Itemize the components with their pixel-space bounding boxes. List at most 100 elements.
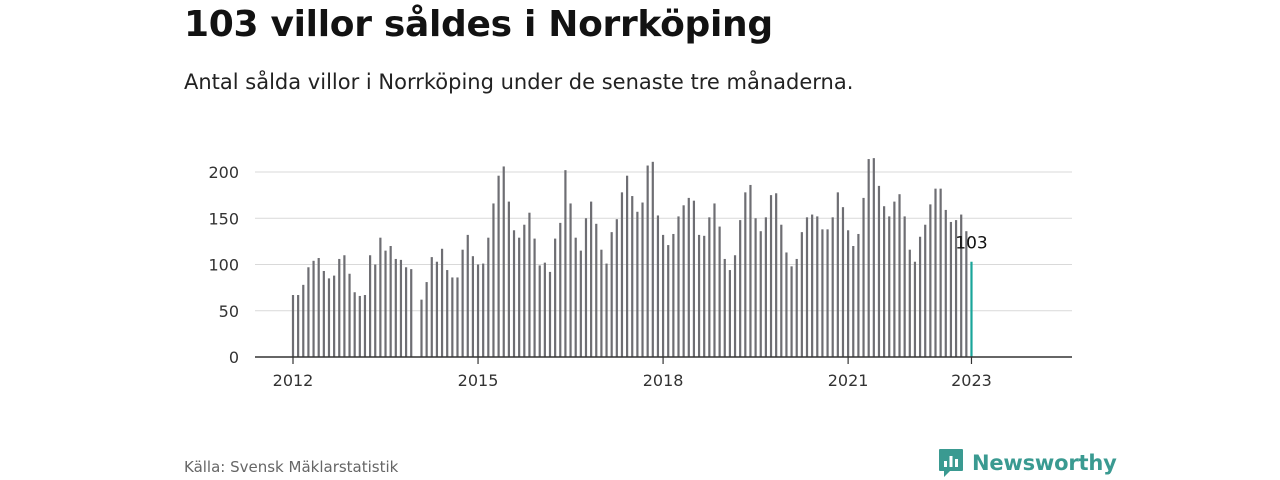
bar (883, 206, 886, 357)
bar (965, 231, 968, 357)
bar (903, 216, 906, 357)
bar (502, 166, 505, 357)
newsworthy-logo-icon (939, 449, 963, 477)
bar (872, 158, 875, 358)
bar (626, 175, 629, 357)
bar (374, 264, 377, 357)
bar-highlight (970, 261, 973, 357)
axes: 0 50 100 150 200 2012 2015 2018 2021 2023 (208, 163, 1072, 390)
x-tick-label: 2015 (458, 371, 499, 390)
bar (333, 275, 336, 357)
bar (795, 258, 798, 357)
bar (322, 270, 325, 357)
bar (507, 201, 510, 357)
bar (420, 299, 423, 357)
bar (944, 209, 947, 357)
x-tick-label: 2021 (828, 371, 869, 390)
bar (394, 258, 397, 357)
bar (399, 259, 403, 358)
bar (929, 204, 932, 358)
bar (404, 267, 408, 357)
bar (312, 260, 315, 357)
bar (461, 249, 464, 357)
bar (451, 277, 454, 357)
y-tick-label: 200 (208, 163, 239, 182)
annotation-label: 103 (955, 234, 987, 254)
bar (651, 161, 654, 357)
bar (435, 261, 439, 357)
bar (518, 237, 521, 357)
newsworthy-logo[interactable]: Newsworthy (938, 448, 1117, 478)
bar (908, 249, 911, 357)
bar (913, 261, 917, 357)
x-tick-label: 2012 (273, 371, 314, 390)
bar (780, 224, 783, 357)
bar (739, 220, 742, 357)
bar (297, 295, 300, 357)
bar (343, 255, 346, 357)
bar (888, 216, 891, 357)
x-tick-label: 2023 (951, 371, 992, 390)
bar (800, 232, 803, 358)
source-note: Källa: Svensk Mäklarstatistik (184, 458, 399, 476)
bar (697, 234, 701, 357)
bar (646, 165, 649, 357)
bar (898, 194, 901, 357)
bar (327, 278, 331, 358)
bar (564, 170, 567, 357)
bar (528, 212, 531, 357)
bar (723, 258, 726, 357)
bar (934, 188, 937, 357)
bar (410, 269, 413, 358)
bar (425, 282, 428, 357)
bar (847, 230, 850, 357)
bar (764, 217, 767, 357)
bar (456, 277, 459, 357)
bar (533, 238, 536, 357)
bar (369, 255, 372, 357)
bar (862, 197, 865, 357)
bar (682, 205, 685, 357)
bar (661, 234, 665, 357)
bar (302, 284, 305, 357)
bar (692, 200, 696, 357)
bar (877, 185, 881, 358)
bar (620, 192, 624, 357)
bar (482, 263, 485, 357)
bar (384, 250, 387, 358)
bar (831, 217, 834, 357)
bar (708, 217, 711, 357)
bar (574, 237, 577, 357)
bar (379, 237, 382, 357)
bar (924, 224, 927, 357)
bar (754, 218, 757, 357)
bar (744, 192, 747, 357)
bar (893, 201, 896, 357)
bar (759, 231, 762, 357)
bar (826, 229, 829, 357)
bar (538, 265, 541, 357)
bar (610, 232, 613, 358)
bar (939, 188, 942, 357)
y-tick-label: 50 (219, 302, 239, 321)
bar (554, 238, 557, 357)
bar (353, 292, 356, 357)
bar (590, 201, 593, 357)
bar (816, 216, 819, 357)
bar (317, 258, 320, 357)
page-subtitle: Antal sålda villor i Norrköping under de… (184, 70, 854, 94)
bar (466, 234, 469, 357)
bar (960, 214, 963, 357)
bar (790, 266, 793, 357)
bar (348, 273, 351, 357)
bar (954, 220, 958, 357)
bar (857, 233, 860, 357)
bar (605, 263, 608, 357)
bar (631, 196, 634, 357)
bar (600, 249, 603, 357)
bar (615, 219, 618, 357)
bar (440, 248, 444, 357)
bar (733, 255, 737, 357)
bar (595, 223, 598, 357)
